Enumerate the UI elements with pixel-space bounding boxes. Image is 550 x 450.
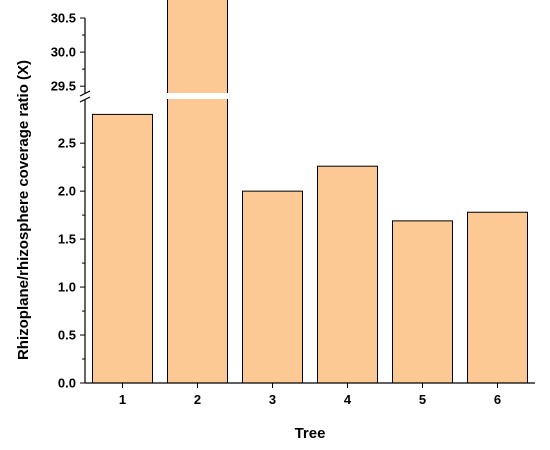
x-tick-label-6: 6 [494, 392, 501, 407]
axes-group: 0.0 0.5 1.0 1.5 2.0 2.5 29.5 30.0 30.5 1 2 3 4 5 6 [51, 11, 535, 407]
y-tick-label-lower: 2.0 [58, 184, 76, 199]
y-tick-label-lower: 1.5 [58, 232, 76, 247]
x-tick-label-3: 3 [269, 392, 276, 407]
bar-5 [392, 220, 453, 384]
y-tick-label-upper: 30.0 [51, 45, 76, 60]
x-tick-label-4: 4 [344, 392, 352, 407]
bar-4 [317, 165, 378, 384]
x-tick-label-1: 1 [119, 392, 126, 407]
x-tick-label-2: 2 [194, 392, 201, 407]
y-axis-title: Rhizoplane/rhizosphere coverage ratio (X… [15, 60, 32, 360]
bar-6 [467, 211, 528, 384]
y-tick-label-upper: 30.5 [51, 11, 76, 26]
y-tick-label-lower: 0.0 [58, 376, 76, 391]
bars-group [92, 0, 528, 384]
bar-3 [242, 190, 303, 384]
bar-break-gap-2 [166, 93, 229, 99]
y-tick-label-lower: 0.5 [58, 328, 76, 343]
y-tick-label-upper: 29.5 [51, 79, 76, 94]
bar-2 [167, 0, 228, 384]
axis-break-mark-upper [79, 90, 91, 97]
y-tick-label-lower: 2.5 [58, 136, 76, 151]
y-tick-label-lower: 1.0 [58, 280, 76, 295]
x-axis-title: Tree [295, 425, 326, 442]
x-tick-label-5: 5 [419, 392, 426, 407]
axis-break-mark-lower [79, 96, 91, 103]
bar-1 [92, 113, 153, 384]
